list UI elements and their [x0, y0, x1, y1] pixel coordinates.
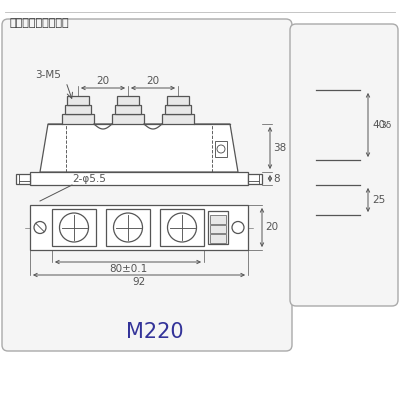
Text: 20: 20 [146, 76, 160, 86]
Circle shape [114, 213, 142, 242]
Bar [67, 96, 89, 105]
Bar [215, 141, 227, 157]
Circle shape [168, 213, 196, 242]
Circle shape [217, 145, 225, 153]
Bar [210, 215, 226, 224]
Bar [115, 105, 141, 114]
Text: 模块外型图、安装图: 模块外型图、安装图 [10, 18, 70, 28]
Text: 40: 40 [372, 120, 385, 130]
Text: 92: 92 [132, 277, 146, 287]
Bar [112, 114, 144, 124]
Text: 25: 25 [372, 195, 385, 205]
Bar [167, 96, 189, 105]
Bar [65, 105, 91, 114]
Bar [208, 211, 228, 244]
Bar [16, 174, 30, 184]
Circle shape [34, 222, 46, 234]
Bar [30, 172, 248, 185]
Bar [162, 114, 194, 124]
Bar [210, 225, 226, 233]
Bar [52, 209, 96, 246]
Bar [30, 205, 248, 250]
Circle shape [60, 213, 88, 242]
Bar [210, 234, 226, 243]
Text: 80±0.1: 80±0.1 [109, 264, 147, 274]
Bar [160, 209, 204, 246]
Bar [165, 105, 191, 114]
Text: 3-M5: 3-M5 [35, 70, 61, 80]
FancyBboxPatch shape [290, 24, 398, 306]
Text: 2-φ5.5: 2-φ5.5 [72, 174, 106, 184]
Text: 3δ: 3δ [380, 120, 391, 130]
Text: 38: 38 [273, 143, 286, 153]
Bar [62, 114, 94, 124]
Text: 8: 8 [273, 174, 280, 184]
Text: 20: 20 [265, 222, 278, 232]
Circle shape [232, 222, 244, 234]
Text: 20: 20 [96, 76, 110, 86]
Bar [248, 174, 262, 184]
FancyBboxPatch shape [2, 19, 292, 351]
Bar [117, 96, 139, 105]
Text: M220: M220 [126, 322, 184, 342]
Polygon shape [40, 124, 238, 172]
Bar [106, 209, 150, 246]
